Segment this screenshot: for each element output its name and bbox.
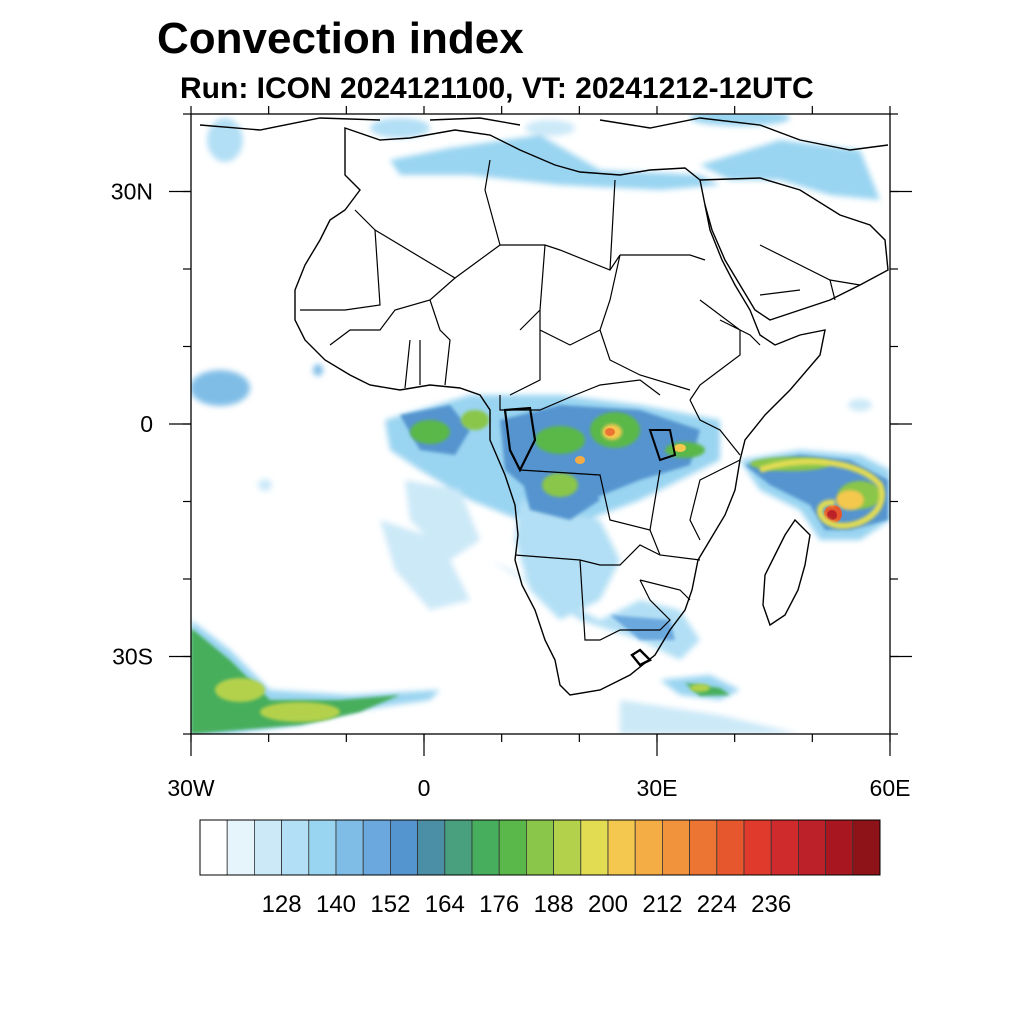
colorbar-label: 188 [534, 891, 574, 918]
colorbar-swatch [281, 819, 310, 876]
africa-coastline [294, 127, 826, 696]
colorbar-label: 164 [425, 891, 465, 918]
convection-field [191, 114, 890, 734]
convection-hotspots [575, 424, 864, 523]
colorbar-swatch [308, 819, 337, 876]
colorbar-label: 212 [642, 891, 682, 918]
colorbar-swatch [798, 819, 827, 876]
colorbar-swatch [770, 819, 799, 876]
colorbar: 128 140 152 164 176 188 200 212 224 236 [199, 819, 881, 918]
axis-labels: 30W 0 30E 60E 30N 0 30S [111, 179, 911, 802]
colorbar-label: 140 [316, 891, 356, 918]
colorbar-swatch [689, 819, 718, 876]
colorbar-label: 128 [262, 891, 302, 918]
colorbar-swatch [607, 819, 636, 876]
colorbar-swatch [498, 819, 527, 876]
axis-ticks [169, 106, 912, 756]
colorbar-swatch [253, 819, 282, 876]
colorbar-swatch [852, 819, 881, 876]
colorbar-label: 176 [479, 891, 519, 918]
colorbar-frame [199, 819, 881, 876]
colorbar-label: 236 [751, 891, 791, 918]
colorbar-swatch [553, 819, 582, 876]
colorbar-swatch [444, 819, 473, 876]
colorbar-swatch [335, 819, 364, 876]
colorbar-label: 152 [370, 891, 410, 918]
colorbar-swatch [580, 819, 609, 876]
colorbar-swatch [634, 819, 663, 876]
colorbar-swatch [716, 819, 745, 876]
lon-tick-label: 30E [637, 775, 678, 801]
colorbar-swatch [662, 819, 691, 876]
lat-tick-label: 30N [111, 179, 153, 205]
colorbar-label: 224 [697, 891, 737, 918]
lon-tick-label: 60E [870, 775, 911, 801]
lat-tick-label: 0 [140, 411, 153, 437]
lon-tick-label: 0 [418, 775, 431, 801]
colorbar-swatch [389, 819, 418, 876]
coastlines-borders [199, 117, 889, 696]
colorbar-swatch [199, 819, 228, 876]
cyclone-band [758, 458, 885, 529]
arabia-coastline [699, 177, 889, 321]
map-title: Convection index [157, 14, 524, 63]
colorbar-swatch [743, 819, 772, 876]
lon-tick-label: 30W [167, 775, 215, 801]
lat-tick-label: 30S [112, 644, 153, 670]
colorbar-swatch [825, 819, 854, 876]
colorbar-swatch [226, 819, 255, 876]
colorbar-swatch [417, 819, 446, 876]
run-info-subtitle: Run: ICON 2024121100, VT: 20241212-12UTC [180, 72, 814, 105]
madagascar-coastline [762, 518, 811, 627]
colorbar-swatch [526, 819, 555, 876]
colorbar-label: 200 [588, 891, 628, 918]
colorbar-swatch [471, 819, 500, 876]
colorbar-swatch [362, 819, 391, 876]
